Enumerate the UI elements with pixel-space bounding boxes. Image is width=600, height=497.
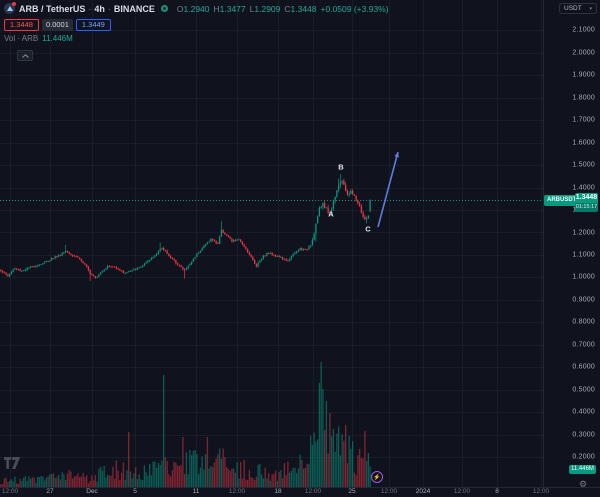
price-tick-label: 0.5000 — [572, 386, 595, 394]
price-tick-label: 1.7000 — [572, 116, 595, 124]
wave-label-a[interactable]: A — [328, 209, 334, 219]
close-value: 1.3448 — [290, 3, 317, 14]
time-tick-label: 12:00 — [1, 488, 19, 495]
last-price-symbol-chip: ARBUSDT — [544, 195, 580, 206]
price-tick-label: 1.4000 — [572, 184, 595, 192]
exchange-label: BINANCE — [113, 3, 155, 14]
interval-label: 4h — [94, 3, 105, 14]
price-tick-label: 0.7000 — [572, 341, 595, 349]
separator: · — [88, 3, 92, 14]
price-tick-label: 0.8000 — [572, 318, 595, 326]
separator: · — [107, 3, 111, 14]
price-tick-label: 1.2000 — [572, 229, 595, 236]
price-tick-label: 0.3000 — [572, 431, 595, 439]
low-value: 1.2909 — [254, 3, 281, 14]
volume-indicator-value: 11.446M — [42, 34, 73, 43]
market-status-icon — [160, 5, 168, 12]
ohlc-values: O1.2940 H1.3477 L1.2909 C1.3448 +0.0509 … — [176, 3, 389, 14]
chevron-down-icon: ▾ — [589, 5, 592, 12]
price-tick-label: 0.2000 — [572, 453, 595, 461]
price-axis[interactable]: 2.1000 2.0000 1.9000 1.8000 1.7000 1.6000 1.50… — [543, 0, 600, 487]
legend-collapse-button[interactable] — [17, 50, 33, 61]
time-tick-label: 5 — [133, 488, 137, 495]
price-tick-label: 1.5000 — [572, 161, 595, 169]
time-tick-label: 25 — [348, 488, 356, 495]
flash-marker-icon[interactable]: ⚡ — [371, 471, 383, 483]
last-price-value: 1.3448 — [575, 193, 598, 203]
time-axis[interactable]: 12:00 27 Dec 5 11 12:00 18 12:00 25 12:00 2024 12:0… — [0, 488, 549, 497]
symbol-title[interactable]: ARB / TetherUS · 4h · BINANCE — [19, 4, 155, 14]
time-tick-label: 12:00 — [304, 488, 322, 495]
spread-value: 0.0001 — [41, 18, 73, 31]
symbol-name: ARB / TetherUS — [19, 3, 86, 14]
time-tick-label: 8 — [495, 488, 499, 495]
time-tick-label: 12:00 — [453, 488, 471, 495]
wave-label-b[interactable]: B — [338, 162, 344, 172]
quote-row: 1.3448 0.0001 1.3449 — [4, 18, 389, 31]
price-tick-label: 1.6000 — [572, 139, 595, 147]
trend-arrow-drawing[interactable] — [372, 146, 404, 233]
price-tick-label: 1.1000 — [572, 251, 595, 259]
time-tick-label: 2024 — [415, 488, 431, 495]
high-value: 1.3477 — [219, 3, 246, 14]
chart-legend: ARB / TetherUS · 4h · BINANCE O1.2940 H1… — [4, 2, 389, 43]
price-tick-label: 0.4000 — [572, 408, 595, 416]
arb-symbol-logo-icon — [4, 2, 16, 14]
price-tick-label: 1.8000 — [572, 94, 595, 102]
change-value: +0.0509 (+3.93%) — [320, 3, 389, 14]
price-tick-label: 1.9000 — [572, 71, 595, 79]
price-chart-canvas[interactable] — [0, 0, 543, 487]
time-tick-label: 18 — [274, 488, 282, 495]
time-tick-label: 12:00 — [532, 488, 550, 495]
price-tick-label: 1.0000 — [572, 273, 595, 281]
price-axis-border — [543, 0, 544, 487]
time-tick-label: 12:00 — [228, 488, 246, 495]
price-tick-label: 2.1000 — [572, 26, 595, 34]
time-axis-border — [0, 487, 600, 488]
volume-axis-label: 11.446M — [569, 465, 596, 474]
currency-toggle-button[interactable]: USDT ▾ — [559, 3, 597, 14]
time-tick-label: 12:00 — [380, 488, 398, 495]
axis-settings-gear-icon[interactable]: ⚙ — [579, 479, 588, 489]
price-tick-label: 0.9000 — [572, 296, 595, 304]
price-tick-label: 2.0000 — [572, 49, 595, 57]
time-tick-label: 27 — [46, 488, 54, 495]
bar-countdown: 01:15:17 — [575, 203, 598, 212]
time-tick-label: 11 — [192, 488, 200, 495]
volume-indicator-label[interactable]: Vol · ARB — [4, 34, 39, 43]
chevron-up-icon — [21, 53, 29, 58]
sell-button[interactable]: 1.3448 — [4, 18, 39, 31]
tradingview-logo[interactable] — [4, 457, 21, 470]
last-price-label: 1.3448 01:15:17 — [575, 193, 598, 212]
wave-label-c[interactable]: C — [365, 224, 371, 234]
time-tick-label: Dec — [86, 488, 98, 495]
symbol-row: ARB / TetherUS · 4h · BINANCE O1.2940 H1… — [4, 2, 389, 15]
price-tick-label: 0.6000 — [572, 363, 595, 371]
buy-button[interactable]: 1.3449 — [75, 18, 111, 31]
open-value: 1.2940 — [183, 3, 210, 14]
volume-indicator-row: Vol · ARB 11.446M — [4, 34, 389, 43]
